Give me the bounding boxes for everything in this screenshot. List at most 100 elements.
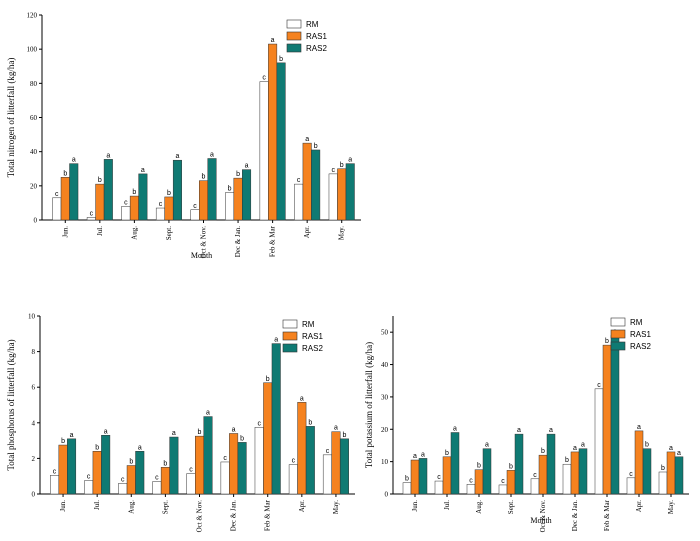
significance-label: a: [421, 451, 425, 458]
significance-label: b: [202, 174, 206, 181]
bar-ras1: [442, 456, 452, 495]
bar-rm: [658, 471, 668, 495]
bar-rm: [328, 173, 338, 221]
y-axis-label: Total phosphorus of litterfall (kg/ha): [6, 339, 16, 470]
significance-label: b: [279, 56, 283, 63]
x-tick-label: Jul.: [96, 226, 104, 236]
y-tick-label: 120: [27, 12, 38, 20]
bar-ras1: [602, 344, 612, 495]
significance-label: b: [405, 476, 409, 483]
legend-swatch-ras1: [610, 329, 626, 339]
x-tick-label: Sept.: [165, 226, 173, 240]
legend-label: RAS2: [302, 344, 323, 353]
x-axis-label: Month: [530, 516, 551, 525]
y-tick-label: 20: [381, 426, 389, 434]
significance-label: a: [517, 427, 521, 434]
bar-ras1: [302, 142, 312, 221]
significance-label: c: [326, 448, 330, 455]
bar-ras1: [538, 454, 548, 495]
bar-ras1: [410, 459, 420, 495]
x-tick-label: Sept.: [161, 500, 169, 514]
significance-label: b: [541, 448, 545, 455]
bar-ras1: [160, 467, 170, 495]
x-tick-label: Feb & Mar: [264, 499, 272, 531]
significance-label: c: [189, 467, 193, 474]
legend-swatch-ras2: [610, 341, 626, 351]
y-tick-label: 0: [34, 217, 38, 225]
significance-label: b: [565, 457, 569, 464]
significance-label: a: [485, 442, 489, 449]
legend-swatch-ras1: [282, 331, 298, 341]
legend: RM RAS1 RAS2: [282, 319, 323, 353]
bar-ras2: [418, 458, 428, 495]
x-tick-label: Dec & Jan.: [234, 226, 242, 258]
significance-label: a: [413, 453, 417, 460]
bar-ras2: [642, 448, 652, 495]
significance-label: a: [72, 157, 76, 164]
x-tick-label: Aug.: [475, 500, 483, 514]
significance-label: b: [445, 450, 449, 457]
y-axis-label: Total nitrogen of litterfall (kg/ha): [6, 58, 16, 178]
x-tick-label: Dec & Jan.: [571, 500, 579, 532]
x-tick-label: May.: [338, 226, 346, 240]
bar-rm: [498, 484, 508, 495]
x-tick-label: Oct & Nov.: [196, 500, 204, 533]
x-axis-label: Month: [191, 251, 212, 260]
significance-label: a: [334, 425, 338, 432]
bar-rm: [152, 481, 162, 495]
bar-ras2: [311, 149, 321, 221]
significance-label: c: [53, 468, 57, 475]
significance-label: a: [141, 167, 145, 174]
significance-label: c: [87, 474, 91, 481]
significance-label: b: [63, 170, 67, 177]
significance-label: c: [262, 75, 266, 82]
bar-ras2: [271, 343, 281, 495]
significance-label: c: [331, 167, 335, 174]
bar-rm: [52, 197, 62, 221]
significance-label: b: [236, 171, 240, 178]
y-tick-label: 40: [381, 361, 389, 369]
significance-label: a: [271, 37, 275, 44]
x-tick-label: Apr.: [635, 500, 643, 513]
bar-rm: [186, 473, 196, 495]
bar-rm: [530, 478, 540, 495]
y-tick-label: 8: [32, 348, 36, 356]
significance-label: c: [121, 476, 125, 483]
significance-label: b: [605, 338, 609, 345]
bar-rm: [562, 463, 572, 495]
bar-ras2: [237, 442, 247, 495]
bar-ras1: [570, 451, 580, 495]
bar-ras2: [101, 435, 111, 495]
significance-label: c: [533, 472, 537, 479]
significance-label: a: [305, 136, 309, 143]
bar-ras1: [126, 465, 136, 495]
bar-rm: [294, 183, 304, 221]
legend-swatch-rm: [610, 317, 626, 327]
significance-label: b: [477, 463, 481, 470]
significance-label: b: [509, 463, 513, 470]
y-tick-label: 2: [32, 455, 36, 463]
significance-label: c: [193, 203, 197, 210]
significance-label: c: [629, 471, 633, 478]
bar-ras1: [195, 435, 204, 495]
bar-ras2: [203, 416, 213, 495]
bar-ras2: [546, 433, 556, 495]
legend-swatch-ras2: [282, 343, 298, 353]
significance-label: c: [55, 191, 59, 198]
bar-rm: [220, 461, 230, 495]
bar-rm: [402, 482, 412, 495]
significance-label: a: [175, 153, 179, 160]
bar-ras1: [268, 43, 278, 221]
significance-label: a: [172, 430, 176, 437]
bar-ras2: [169, 436, 179, 495]
bar-rm: [84, 480, 94, 495]
significance-label: b: [645, 442, 649, 449]
bar-ras2: [103, 159, 113, 221]
significance-label: b: [314, 143, 318, 150]
bar-rm: [254, 427, 264, 495]
significance-label: b: [98, 177, 102, 184]
legend-label: RAS2: [630, 342, 651, 351]
bar-rm: [50, 475, 60, 495]
bar-rm: [594, 388, 604, 495]
x-tick-label: Feb & Mar: [603, 499, 611, 531]
